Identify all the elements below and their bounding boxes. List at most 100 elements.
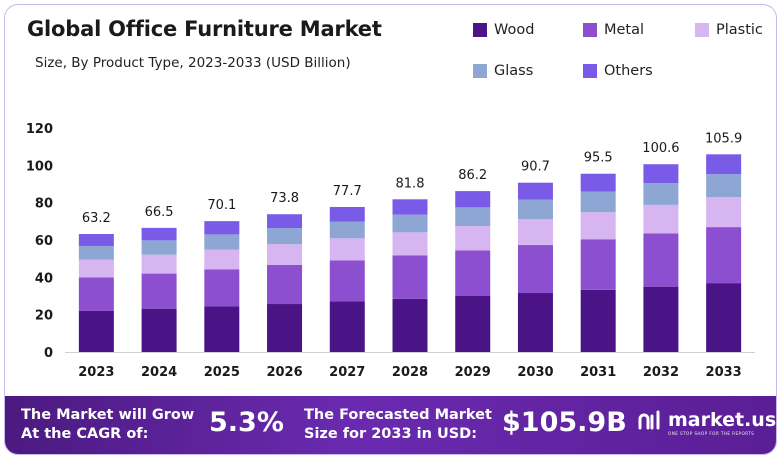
legend-item-glass: Glass [473,63,533,79]
legend-label-plastic: Plastic [716,22,763,38]
y-tick-label-3: 60 [35,234,53,249]
bar-segment-wood-2033 [706,283,742,352]
cagr-label-line-1: The Market will Grow [21,407,195,423]
bar-segment-glass-2025 [204,234,240,250]
bar-segment-metal-2031 [580,239,616,290]
y-tick-label-5: 100 [26,159,53,174]
bar-segment-metal-2028 [392,255,428,299]
bar-segment-plastic-2031 [580,212,616,240]
legend-label-wood: Wood [494,22,535,38]
x-tick-label-2024: 2024 [141,365,177,380]
bar-segment-others-2031 [580,173,616,192]
bar-total-label-2032: 100.6 [642,141,679,156]
legend-swatch-plastic [695,23,709,37]
chart-title: Global Office Furniture Market [27,17,382,41]
bar-segment-others-2026 [267,214,303,229]
bar-segment-others-2032 [643,164,679,184]
forecast-label-line-1: The Forecasted Market [304,407,492,423]
legend-swatch-wood [473,23,487,37]
cagr-label: The Market will Grow At the CAGR of: [21,406,194,444]
bar-segment-plastic-2025 [204,249,240,270]
legend-item-wood: Wood [473,22,534,38]
bar-total-label-2027: 77.7 [333,184,362,199]
bar-segment-plastic-2030 [517,219,553,246]
y-tick-label-0: 0 [44,346,53,361]
bar-segment-glass-2023 [78,245,114,260]
y-tick-label-6: 120 [26,122,53,137]
bar-segment-glass-2026 [267,228,303,245]
x-tick-label-2029: 2029 [455,365,491,380]
bar-segment-glass-2028 [392,214,428,233]
x-tick-label-2023: 2023 [78,365,114,380]
bar-segment-metal-2026 [267,265,303,305]
bar-total-label-2029: 86.2 [458,168,487,183]
bar-segment-wood-2026 [267,304,303,352]
legend-item-plastic: Plastic [695,22,763,38]
bar-segment-wood-2024 [141,308,177,352]
chart-card: Global Office Furniture Market Size, By … [4,4,777,455]
bar-segment-others-2027 [329,206,365,222]
y-tick-label-1: 20 [35,309,53,324]
legend-swatch-others [583,64,597,78]
brand-mark-icon [638,410,660,430]
bar-segment-plastic-2029 [455,226,491,251]
x-tick-label-2031: 2031 [580,365,616,380]
forecast-value: $105.9B [502,407,627,438]
forecast-label-line-2: Size for 2033 in USD: [304,426,478,442]
bar-segment-wood-2028 [392,298,428,352]
bar-segment-metal-2027 [329,260,365,302]
x-tick-label-2028: 2028 [392,365,428,380]
bar-segment-others-2024 [141,227,177,241]
bar-segment-glass-2029 [455,207,491,226]
bar-segment-glass-2032 [643,183,679,205]
bar-segment-others-2028 [392,199,428,215]
legend-swatch-metal [583,23,597,37]
x-tick-label-2026: 2026 [266,365,302,380]
bar-segment-others-2033 [706,154,742,175]
legend-swatch-glass [473,64,487,78]
bar-segment-wood-2025 [204,306,240,352]
bar-total-label-2031: 95.5 [584,151,613,166]
x-tick-label-2032: 2032 [643,365,679,380]
bar-total-label-2033: 105.9 [705,131,742,146]
bar-total-label-2028: 81.8 [396,176,425,191]
brand-logo: market.us ONE STOP SHOP FOR THE REPORTS [637,410,776,436]
bar-segment-glass-2030 [517,199,553,220]
bar-segment-metal-2024 [141,273,177,309]
bar-segment-others-2029 [455,191,491,208]
bar-segment-plastic-2026 [267,244,303,266]
chart-subtitle: Size, By Product Type, 2023-2033 (USD Bi… [35,55,351,71]
bar-segment-plastic-2028 [392,232,428,256]
bar-segment-others-2030 [517,182,553,200]
legend-item-metal: Metal [583,22,644,38]
legend-item-others: Others [583,63,653,79]
bar-segment-metal-2023 [78,277,114,311]
y-tick-label-2: 40 [35,271,53,286]
bar-segment-glass-2024 [141,240,177,255]
bar-segment-wood-2029 [455,296,491,352]
bar-segment-wood-2032 [643,286,679,352]
x-tick-label-2027: 2027 [329,365,365,380]
bar-total-label-2023: 63.2 [82,211,111,226]
bar-segment-metal-2029 [455,250,491,296]
bar-segment-glass-2027 [329,221,365,239]
bar-total-label-2024: 66.5 [145,205,174,220]
summary-footer: The Market will Grow At the CAGR of: 5.3… [5,396,776,454]
bar-segment-metal-2025 [204,269,240,307]
bar-segment-others-2023 [78,234,114,246]
forecast-label: The Forecasted Market Size for 2033 in U… [304,406,492,444]
bar-total-label-2025: 70.1 [207,198,236,213]
x-tick-label-2025: 2025 [204,365,240,380]
bar-segment-plastic-2024 [141,254,177,274]
y-tick-label-4: 80 [35,197,53,212]
legend-label-metal: Metal [604,22,645,38]
bar-segment-wood-2031 [580,289,616,352]
bar-segment-metal-2033 [706,227,742,284]
cagr-label-line-2: At the CAGR of: [21,426,149,442]
cagr-value: 5.3% [209,407,284,438]
bar-total-label-2030: 90.7 [521,160,550,175]
bar-segment-plastic-2032 [643,204,679,234]
bar-segment-metal-2030 [517,245,553,294]
bar-segment-plastic-2033 [706,197,742,228]
bar-segment-wood-2030 [517,293,553,352]
